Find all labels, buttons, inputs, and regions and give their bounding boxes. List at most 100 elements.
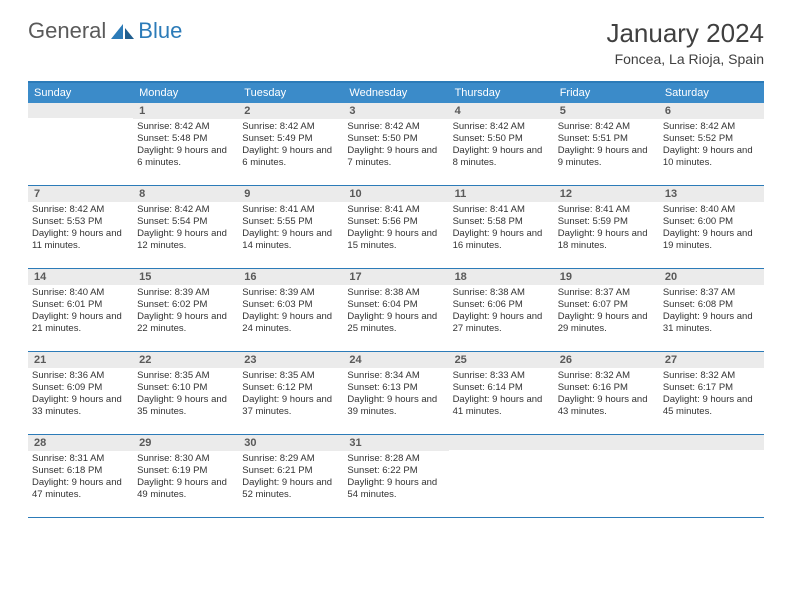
day-details: Sunrise: 8:41 AMSunset: 5:55 PMDaylight:… bbox=[238, 202, 343, 256]
sunset-line: Sunset: 5:59 PM bbox=[558, 216, 655, 228]
title-block: January 2024 Foncea, La Rioja, Spain bbox=[606, 18, 764, 67]
day-cell: 27Sunrise: 8:32 AMSunset: 6:17 PMDayligh… bbox=[659, 352, 764, 434]
day-cell: 5Sunrise: 8:42 AMSunset: 5:51 PMDaylight… bbox=[554, 103, 659, 185]
day-details: Sunrise: 8:36 AMSunset: 6:09 PMDaylight:… bbox=[28, 368, 133, 422]
sunrise-line: Sunrise: 8:42 AM bbox=[558, 121, 655, 133]
day-cell: 31Sunrise: 8:28 AMSunset: 6:22 PMDayligh… bbox=[343, 435, 448, 517]
sunset-line: Sunset: 6:09 PM bbox=[32, 382, 129, 394]
sunset-line: Sunset: 6:06 PM bbox=[453, 299, 550, 311]
sunrise-line: Sunrise: 8:35 AM bbox=[242, 370, 339, 382]
sunset-line: Sunset: 5:58 PM bbox=[453, 216, 550, 228]
sunrise-line: Sunrise: 8:31 AM bbox=[32, 453, 129, 465]
day-number: 28 bbox=[28, 435, 133, 451]
sunset-line: Sunset: 6:00 PM bbox=[663, 216, 760, 228]
day-details: Sunrise: 8:42 AMSunset: 5:50 PMDaylight:… bbox=[343, 119, 448, 173]
daylight-line: Daylight: 9 hours and 54 minutes. bbox=[347, 477, 444, 501]
weekday-wednesday: Wednesday bbox=[343, 83, 448, 103]
sunrise-line: Sunrise: 8:41 AM bbox=[453, 204, 550, 216]
day-details: Sunrise: 8:42 AMSunset: 5:53 PMDaylight:… bbox=[28, 202, 133, 256]
day-details: Sunrise: 8:38 AMSunset: 6:06 PMDaylight:… bbox=[449, 285, 554, 339]
daylight-line: Daylight: 9 hours and 33 minutes. bbox=[32, 394, 129, 418]
day-cell: 8Sunrise: 8:42 AMSunset: 5:54 PMDaylight… bbox=[133, 186, 238, 268]
week-row: 28 Sunrise: 8:31 AMSunset: 6:18 PM Dayligh… bbox=[28, 435, 764, 518]
daylight-line: Daylight: 9 hours and 12 minutes. bbox=[137, 228, 234, 252]
day-number: 26 bbox=[554, 352, 659, 368]
weekday-monday: Monday bbox=[133, 83, 238, 103]
sunset-line: Sunset: 6:21 PM bbox=[242, 465, 339, 477]
logo-sail-icon bbox=[110, 22, 136, 40]
day-number: 29 bbox=[133, 435, 238, 451]
sunset-line: Sunset: 5:49 PM bbox=[242, 133, 339, 145]
sunrise-line: Sunrise: 8:41 AM bbox=[347, 204, 444, 216]
sunset-line: Sunset: 5:54 PM bbox=[137, 216, 234, 228]
day-details: Sunrise: 8:37 AMSunset: 6:08 PMDaylight:… bbox=[659, 285, 764, 339]
sunrise-line: Sunrise: 8:34 AM bbox=[347, 370, 444, 382]
day-number: 19 bbox=[554, 269, 659, 285]
sunset-line: Sunset: 6:22 PM bbox=[347, 465, 444, 477]
sunset-line: Sunset: 5:56 PM bbox=[347, 216, 444, 228]
day-details: Sunrise: 8:40 AMSunset: 6:01 PMDaylight:… bbox=[28, 285, 133, 339]
day-cell: 12Sunrise: 8:41 AMSunset: 5:59 PMDayligh… bbox=[554, 186, 659, 268]
sunrise-line: Sunrise: 8:42 AM bbox=[453, 121, 550, 133]
weekday-friday: Friday bbox=[554, 83, 659, 103]
day-cell: 23Sunrise: 8:35 AMSunset: 6:12 PMDayligh… bbox=[238, 352, 343, 434]
day-number: 7 bbox=[28, 186, 133, 202]
daylight-line: Daylight: 9 hours and 7 minutes. bbox=[347, 145, 444, 169]
day-number: 10 bbox=[343, 186, 448, 202]
day-details: Sunrise: 8:29 AMSunset: 6:21 PMDaylight:… bbox=[238, 451, 343, 505]
daylight-line: Daylight: 9 hours and 31 minutes. bbox=[663, 311, 760, 335]
day-cell: 4Sunrise: 8:42 AMSunset: 5:50 PMDaylight… bbox=[449, 103, 554, 185]
sunset-line: Sunset: 5:55 PM bbox=[242, 216, 339, 228]
daylight-line: Daylight: 9 hours and 15 minutes. bbox=[347, 228, 444, 252]
sunrise-line: Sunrise: 8:38 AM bbox=[347, 287, 444, 299]
day-details: Sunrise: 8:32 AMSunset: 6:17 PMDaylight:… bbox=[659, 368, 764, 422]
sunrise-line: Sunrise: 8:32 AM bbox=[663, 370, 760, 382]
week-row: 1Sunrise: 8:42 AMSunset: 5:48 PMDaylight… bbox=[28, 103, 764, 186]
daylight-line: Daylight: 9 hours and 43 minutes. bbox=[558, 394, 655, 418]
day-number: 30 bbox=[238, 435, 343, 451]
day-number: 24 bbox=[343, 352, 448, 368]
sunrise-line: Sunrise: 8:38 AM bbox=[453, 287, 550, 299]
logo-text-1: General bbox=[28, 18, 106, 44]
daylight-line: Daylight: 9 hours and 45 minutes. bbox=[663, 394, 760, 418]
day-cell: 16Sunrise: 8:39 AMSunset: 6:03 PMDayligh… bbox=[238, 269, 343, 351]
day-number: 3 bbox=[343, 103, 448, 119]
sunset-line: Sunset: 6:18 PM bbox=[32, 465, 129, 477]
day-details: Sunrise: 8:37 AMSunset: 6:07 PMDaylight:… bbox=[554, 285, 659, 339]
sunrise-line: Sunrise: 8:32 AM bbox=[558, 370, 655, 382]
sunrise-line: Sunrise: 8:42 AM bbox=[32, 204, 129, 216]
daylight-line: Daylight: 9 hours and 49 minutes. bbox=[137, 477, 234, 501]
sunset-line: Sunset: 6:14 PM bbox=[453, 382, 550, 394]
day-cell bbox=[28, 103, 133, 185]
sunrise-line: Sunrise: 8:42 AM bbox=[137, 121, 234, 133]
sunset-line: Sunset: 5:50 PM bbox=[347, 133, 444, 145]
sunset-line: Sunset: 6:13 PM bbox=[347, 382, 444, 394]
day-cell bbox=[554, 435, 659, 517]
sunrise-line: Sunrise: 8:30 AM bbox=[137, 453, 234, 465]
day-number: 25 bbox=[449, 352, 554, 368]
day-cell: 3Sunrise: 8:42 AMSunset: 5:50 PMDaylight… bbox=[343, 103, 448, 185]
sunset-line: Sunset: 6:08 PM bbox=[663, 299, 760, 311]
weekday-tuesday: Tuesday bbox=[238, 83, 343, 103]
sunrise-line: Sunrise: 8:37 AM bbox=[558, 287, 655, 299]
sunrise-line: Sunrise: 8:40 AM bbox=[32, 287, 129, 299]
day-details: Sunrise: 8:39 AMSunset: 6:02 PMDaylight:… bbox=[133, 285, 238, 339]
daylight-line: Daylight: 9 hours and 8 minutes. bbox=[453, 145, 550, 169]
sunset-line: Sunset: 6:10 PM bbox=[137, 382, 234, 394]
day-number: 18 bbox=[449, 269, 554, 285]
logo-text-2: Blue bbox=[138, 18, 182, 44]
daylight-line: Daylight: 9 hours and 24 minutes. bbox=[242, 311, 339, 335]
sunset-line: Sunset: 5:52 PM bbox=[663, 133, 760, 145]
location-text: Foncea, La Rioja, Spain bbox=[606, 51, 764, 67]
day-details: Sunrise: 8:41 AMSunset: 5:59 PMDaylight:… bbox=[554, 202, 659, 256]
day-number: 27 bbox=[659, 352, 764, 368]
sunset-line: Sunset: 5:51 PM bbox=[558, 133, 655, 145]
day-number: 13 bbox=[659, 186, 764, 202]
day-details: Sunrise: 8:41 AMSunset: 5:58 PMDaylight:… bbox=[449, 202, 554, 256]
day-details: Sunrise: 8:34 AMSunset: 6:13 PMDaylight:… bbox=[343, 368, 448, 422]
day-cell: 26Sunrise: 8:32 AMSunset: 6:16 PMDayligh… bbox=[554, 352, 659, 434]
day-cell: 11Sunrise: 8:41 AMSunset: 5:58 PMDayligh… bbox=[449, 186, 554, 268]
sunset-line: Sunset: 6:17 PM bbox=[663, 382, 760, 394]
day-number: 14 bbox=[28, 269, 133, 285]
daylight-line: Daylight: 9 hours and 19 minutes. bbox=[663, 228, 760, 252]
